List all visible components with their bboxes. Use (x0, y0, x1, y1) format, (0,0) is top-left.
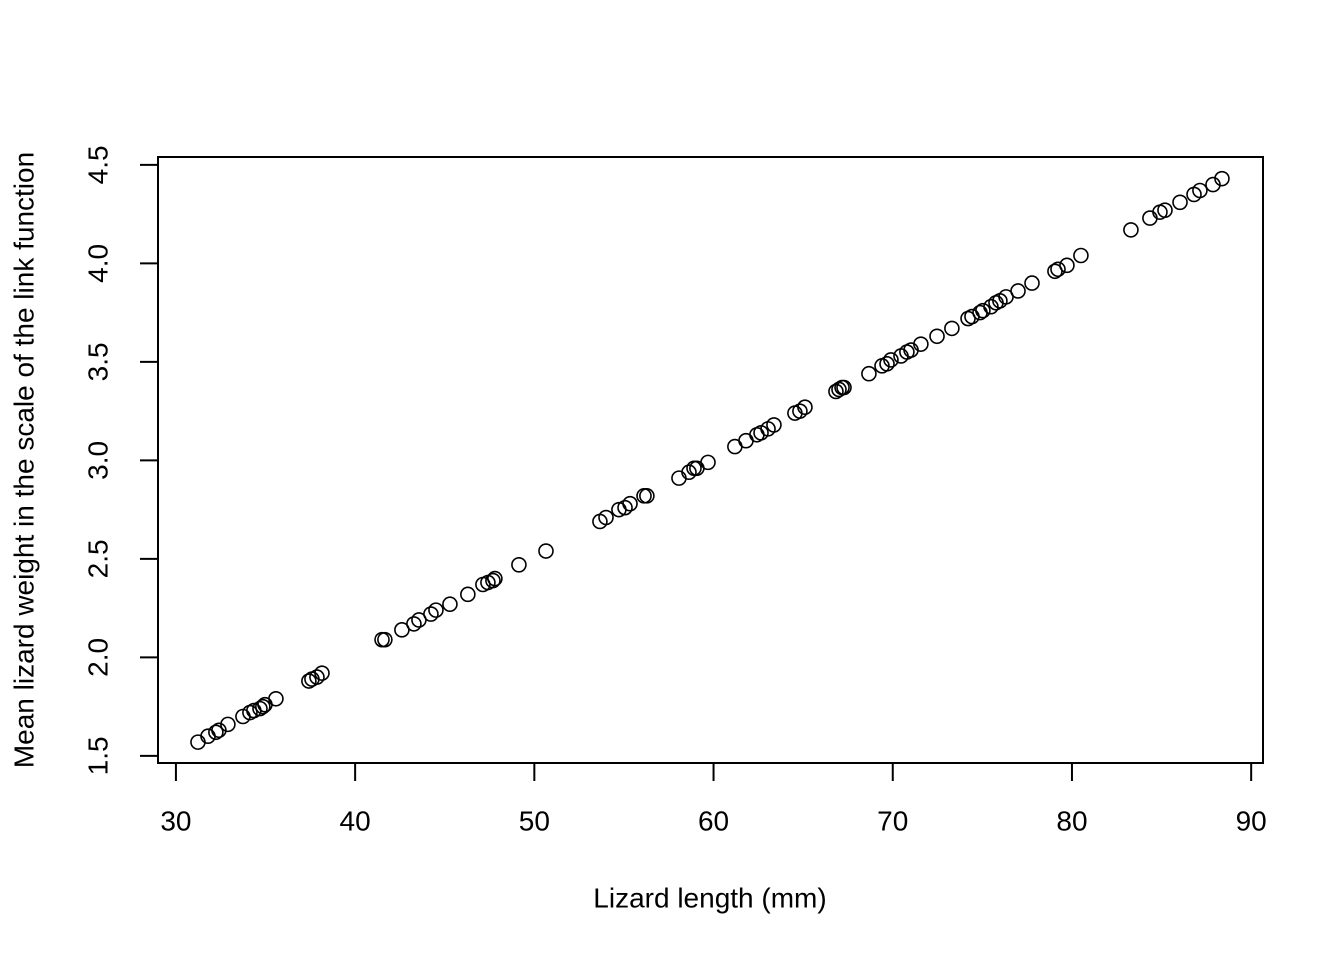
y-tick-label: 2.0 (82, 638, 113, 677)
point (208, 724, 224, 741)
point (913, 336, 929, 352)
point (301, 673, 317, 689)
point (485, 572, 501, 589)
point (406, 616, 422, 632)
point (639, 488, 655, 504)
point (766, 417, 782, 433)
point (442, 596, 458, 613)
point (975, 302, 991, 319)
point (314, 665, 330, 681)
point (200, 728, 216, 745)
point (309, 669, 325, 685)
y-tick-label: 3.0 (82, 441, 113, 480)
x-tick-label: 40 (340, 805, 371, 836)
point (377, 631, 393, 648)
point (1010, 283, 1026, 299)
y-axis-label: Mean lizard weight in the scale of the l… (8, 152, 39, 768)
point (511, 557, 527, 573)
point (190, 734, 206, 750)
point (836, 379, 852, 396)
point (622, 495, 638, 512)
x-tick-label: 30 (160, 805, 191, 836)
point (1050, 261, 1066, 278)
point (1192, 182, 1208, 199)
point (879, 356, 895, 372)
point (861, 365, 877, 382)
point (268, 690, 284, 707)
point (797, 399, 813, 416)
x-tick-label: 80 (1056, 805, 1087, 836)
point (700, 454, 716, 471)
point (1059, 257, 1075, 274)
point (220, 716, 236, 733)
x-axis-label: Lizard length (mm) (593, 882, 826, 913)
point (423, 606, 439, 622)
x-tick-label: 50 (519, 805, 550, 836)
point (1073, 247, 1089, 264)
point (671, 470, 687, 486)
y-tick-label: 2.5 (82, 539, 113, 578)
point (738, 432, 754, 449)
point (487, 570, 503, 587)
point (617, 499, 633, 516)
point (792, 403, 808, 419)
point (1157, 202, 1173, 218)
point (1123, 222, 1139, 238)
plot-box (157, 156, 1264, 764)
point (1214, 170, 1230, 187)
x-tick-label: 70 (877, 805, 908, 836)
point (538, 543, 554, 559)
x-tick-label: 90 (1236, 805, 1267, 836)
y-tick-label: 4.5 (82, 145, 113, 184)
point (944, 320, 960, 337)
point (252, 700, 268, 717)
point (460, 586, 476, 603)
point (1142, 210, 1158, 226)
y-tick-label: 4.0 (82, 244, 113, 283)
point (255, 698, 271, 715)
x-tick-label: 60 (698, 805, 729, 836)
point (1172, 194, 1188, 211)
point (929, 328, 945, 345)
point (1024, 275, 1040, 291)
point (598, 509, 614, 526)
y-tick-label: 3.5 (82, 342, 113, 381)
point (883, 352, 899, 368)
point (964, 308, 980, 325)
y-tick-label: 1.5 (82, 736, 113, 775)
point (681, 464, 697, 481)
point (428, 602, 444, 618)
